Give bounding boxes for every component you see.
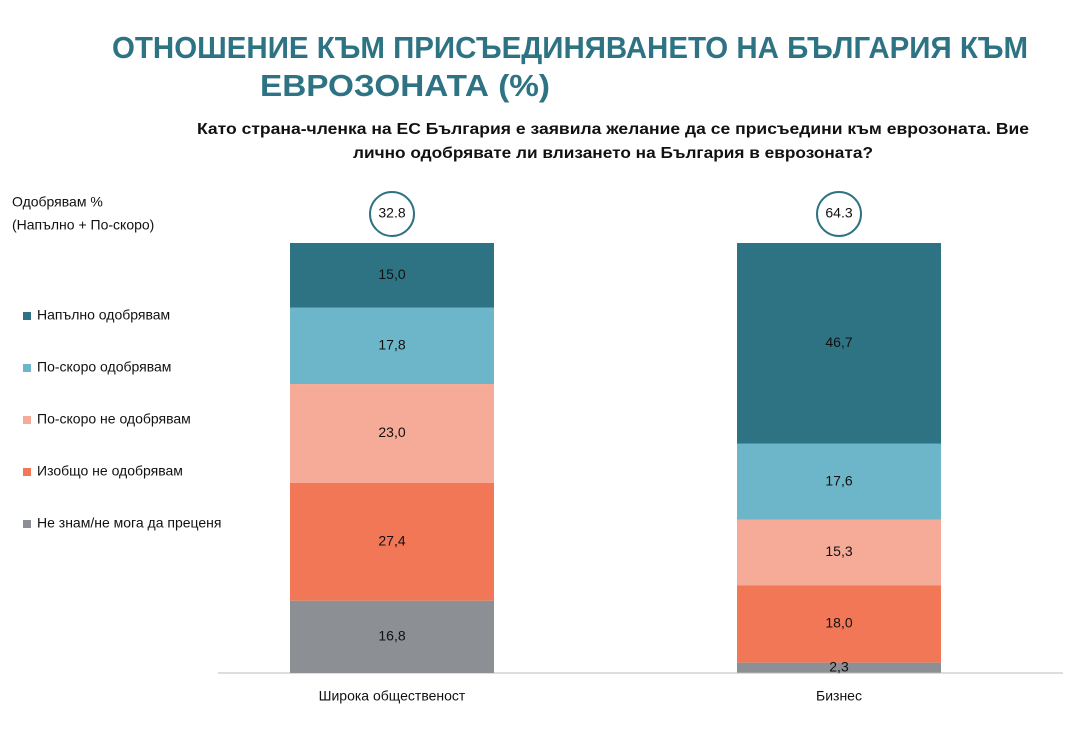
- total-circle: [816, 191, 862, 237]
- value-label: 23,0: [378, 424, 405, 440]
- totals-label: (Напълно + По-скоро): [12, 217, 154, 233]
- value-label: 15,3: [825, 543, 852, 559]
- legend-label: По-скоро одобрявам: [37, 359, 171, 375]
- bar-segment: [290, 384, 494, 483]
- bar-segment: [737, 443, 941, 520]
- legend-label: Не знам/не мога да преценя: [37, 515, 222, 531]
- value-label: 15,0: [378, 266, 405, 282]
- bar-segment: [737, 585, 941, 663]
- legend-swatch: [23, 312, 31, 320]
- bar-segment: [290, 243, 494, 308]
- total-label: 64.3: [825, 205, 852, 221]
- x-tick-label: Бизнес: [816, 688, 862, 704]
- bar-segment: [290, 482, 494, 601]
- chart-subtitle: Като страна-членка на ЕС България е заяв…: [197, 121, 1029, 138]
- totals-label: Одобрявам %: [12, 194, 103, 210]
- legend-swatch: [23, 520, 31, 528]
- value-label: 16,8: [378, 628, 405, 644]
- legend-label: По-скоро не одобрявам: [37, 411, 191, 427]
- chart-title: ЕВРОЗОНАТА (%): [260, 68, 550, 103]
- legend-label: Изобщо не одобрявам: [37, 463, 183, 479]
- bar-segment: [290, 307, 494, 385]
- chart-subtitle: лично одобрявате ли влизането на Българи…: [353, 145, 873, 162]
- x-tick-label: Широка общественост: [319, 688, 466, 704]
- bar-segment: [737, 519, 941, 586]
- value-label: 2,3: [829, 658, 849, 674]
- value-label: 18,0: [825, 615, 852, 631]
- value-label: 17,8: [378, 336, 405, 352]
- legend-swatch: [23, 468, 31, 476]
- total-label: 32.8: [378, 205, 405, 221]
- value-label: 27,4: [378, 533, 405, 549]
- value-label: 46,7: [825, 334, 852, 350]
- legend-swatch: [23, 416, 31, 424]
- bar-segment: [290, 600, 494, 673]
- legend-label: Напълно одобрявам: [37, 307, 170, 323]
- bar-segment: [737, 662, 941, 673]
- total-circle: [369, 191, 415, 237]
- value-label: 17,6: [825, 472, 852, 488]
- legend-swatch: [23, 364, 31, 372]
- chart-title: ОТНОШЕНИЕ КЪМ ПРИСЪЕДИНЯВАНЕТО НА БЪЛГАР…: [112, 30, 1028, 65]
- bar-segment: [737, 243, 941, 444]
